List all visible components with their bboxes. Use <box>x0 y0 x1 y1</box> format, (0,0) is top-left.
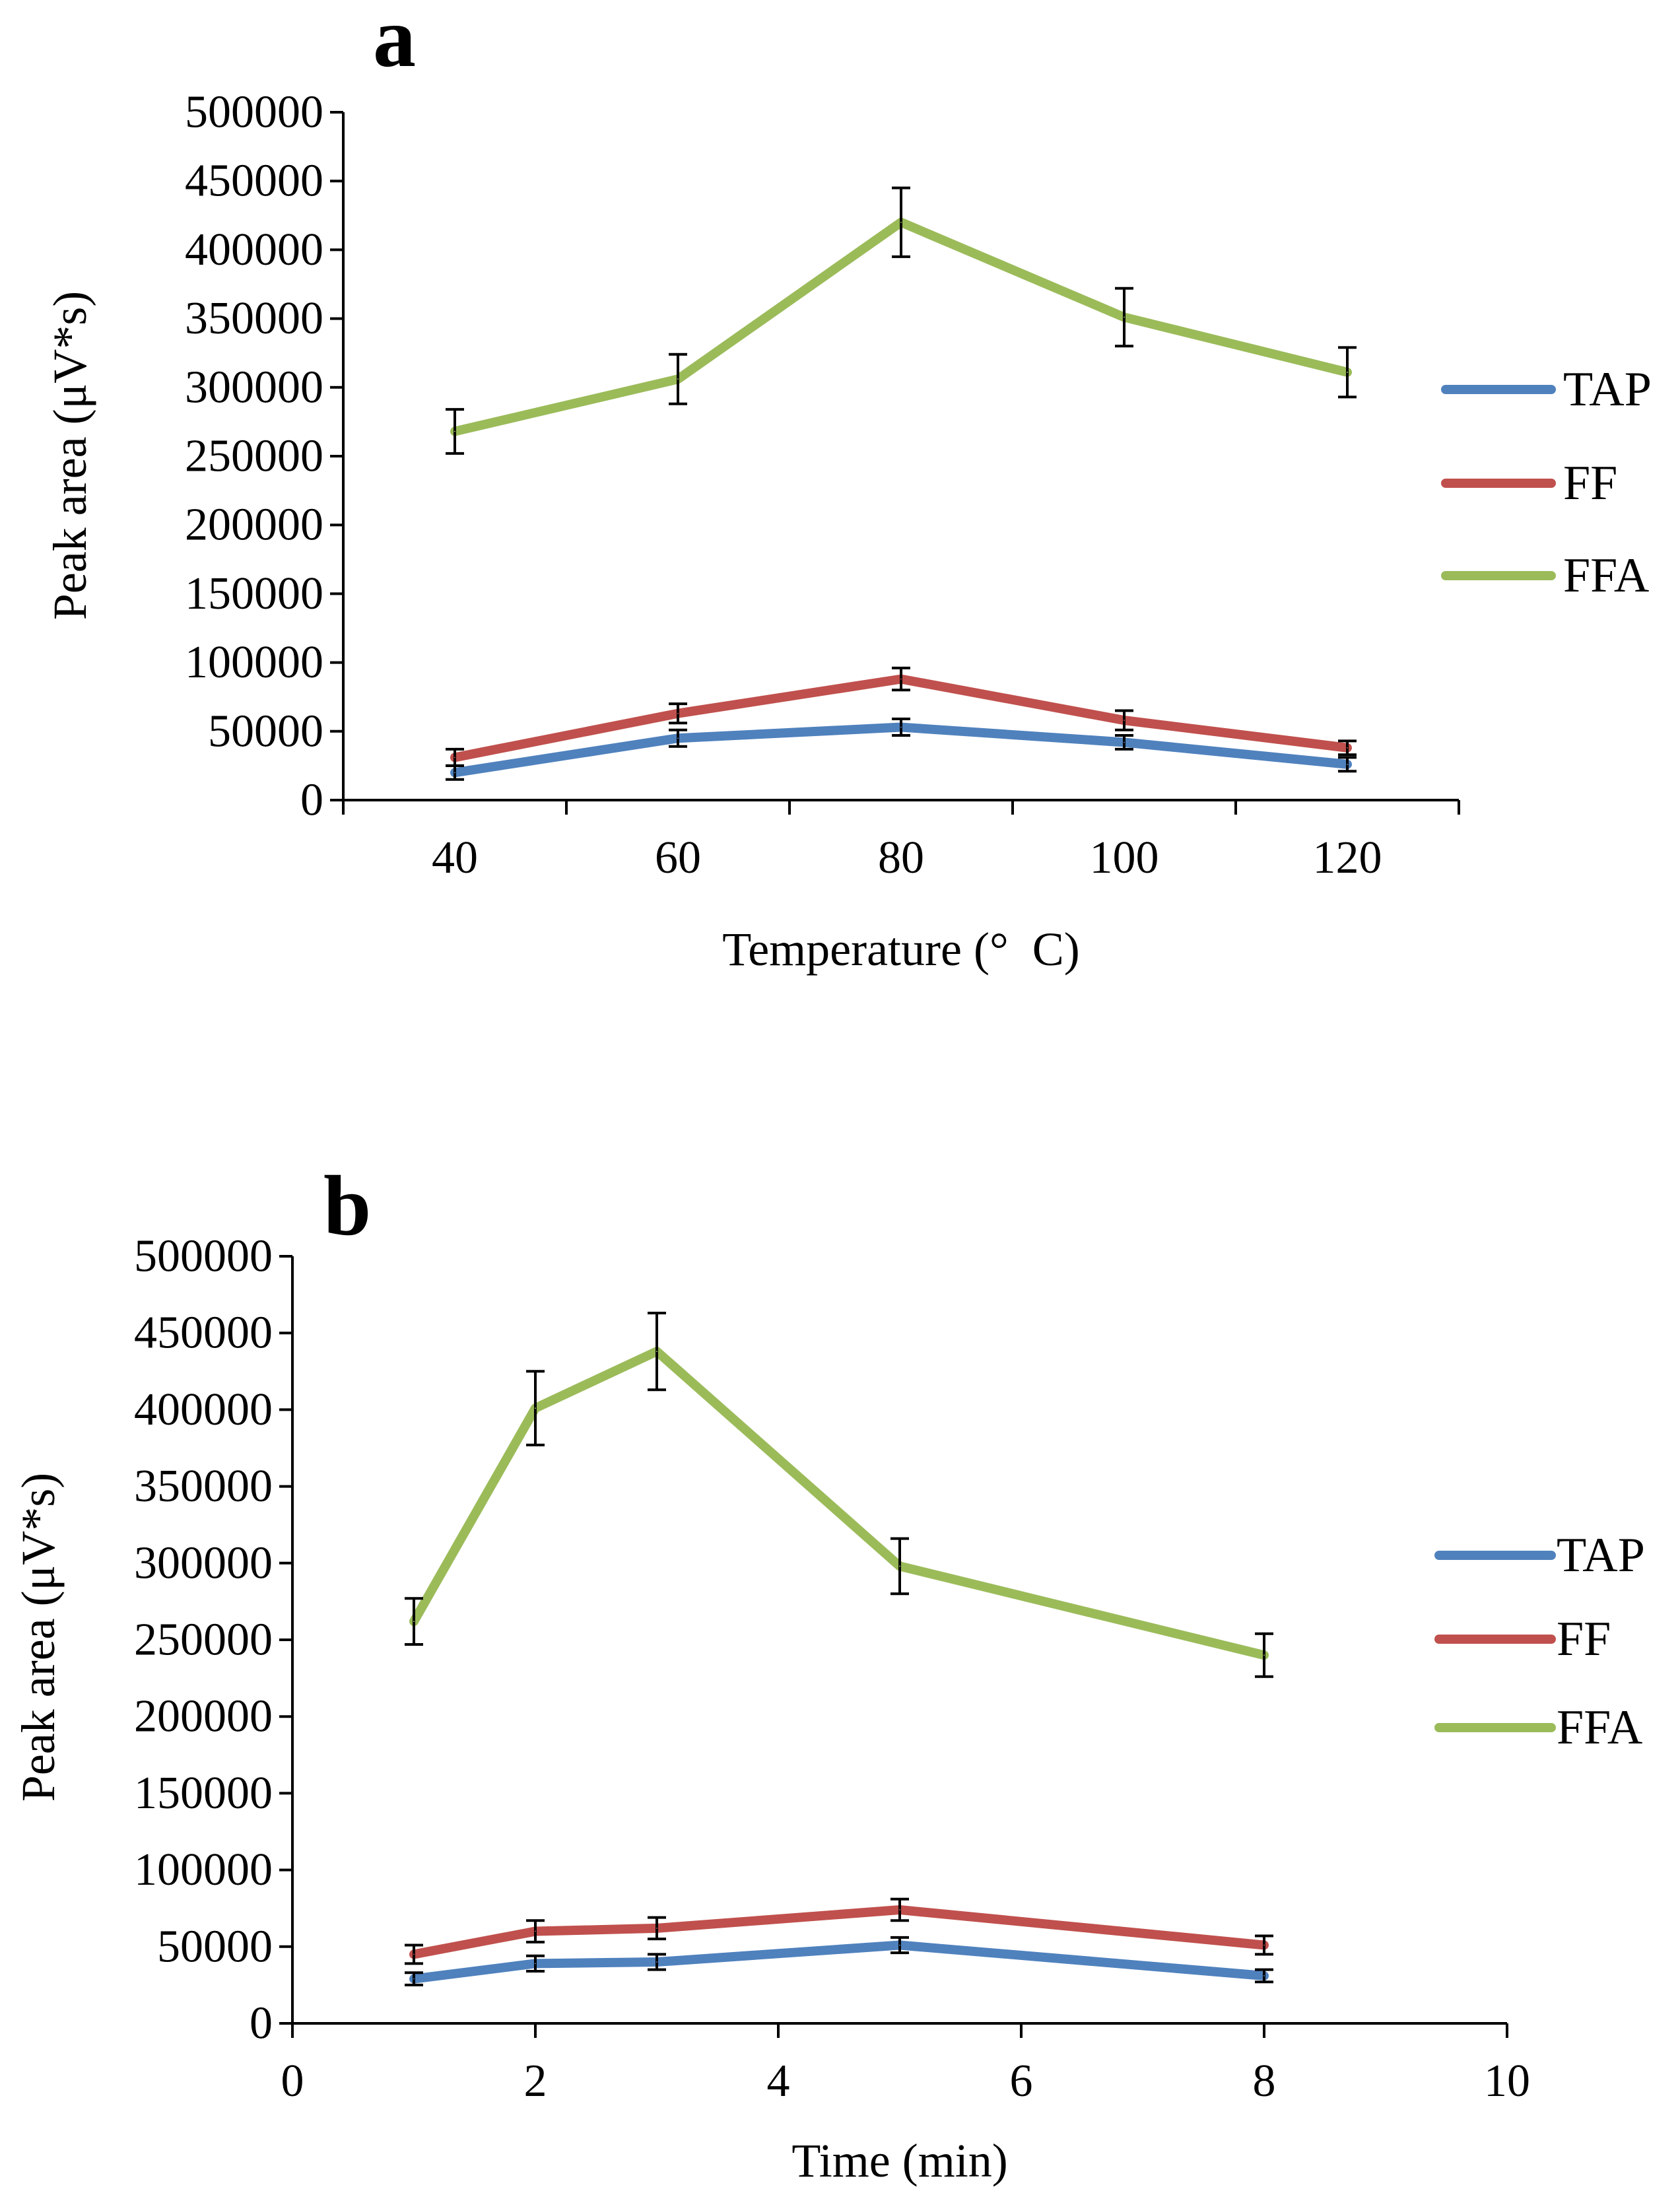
y-tick-label: 500000 <box>185 87 323 138</box>
data-point <box>535 1407 536 1409</box>
data-point <box>1347 747 1348 749</box>
y-tick-label: 400000 <box>185 224 323 275</box>
data-point <box>900 726 902 728</box>
data-point <box>413 1953 415 1955</box>
series-ffa <box>405 1311 1273 1678</box>
data-point <box>413 1621 415 1623</box>
y-tick-label: 350000 <box>185 293 323 344</box>
data-point <box>899 1909 900 1911</box>
x-tick-label: 0 <box>281 2056 304 2107</box>
data-point <box>535 1930 536 1932</box>
legend-label-tap: TAP <box>1557 1528 1645 1582</box>
y-axis-title: Peak area (μV*s) <box>44 291 96 620</box>
y-tick-label: 50000 <box>208 706 323 757</box>
data-point <box>1347 763 1348 765</box>
data-point <box>1124 316 1125 318</box>
legend-label-ffa: FFA <box>1557 1701 1642 1755</box>
series-ff <box>405 1897 1273 1965</box>
x-tick-label: 10 <box>1484 2056 1530 2107</box>
data-point <box>677 712 679 714</box>
y-tick-label: 100000 <box>134 1844 273 1895</box>
data-point <box>1124 741 1125 743</box>
data-point <box>1263 1944 1265 1946</box>
y-tick-label: 250000 <box>134 1615 273 1666</box>
data-point <box>413 1978 415 1980</box>
series-ff <box>446 666 1357 767</box>
y-tick-label: 0 <box>250 1998 273 2049</box>
panel-letter: a <box>373 0 416 85</box>
data-point <box>656 1961 657 1963</box>
y-tick-label: 450000 <box>134 1308 273 1359</box>
y-tick-label: 50000 <box>157 1921 273 1972</box>
series-ffa <box>446 186 1357 455</box>
series-tap <box>446 718 1357 781</box>
x-tick-label: 4 <box>767 2056 790 2107</box>
x-tick-label: 120 <box>1313 832 1382 883</box>
data-point <box>677 378 679 380</box>
y-tick-label: 150000 <box>185 568 323 619</box>
y-tick-label: 350000 <box>134 1461 273 1512</box>
y-tick-label: 400000 <box>134 1384 273 1435</box>
chart-panel-b: 0 50000 100000 150000 200000 250000 300000 3500… <box>12 1159 1645 2187</box>
data-point <box>454 772 455 774</box>
legend-label-ff: FF <box>1557 1612 1611 1666</box>
data-point <box>656 1927 657 1929</box>
data-point <box>1347 371 1348 373</box>
x-axis-title: Time (min) <box>791 2134 1007 2187</box>
x-tick-label: 2 <box>524 2056 547 2107</box>
data-point <box>899 1944 900 1946</box>
x-tick-label: 60 <box>655 832 701 883</box>
y-tick-label: 0 <box>300 775 323 826</box>
x-tick-label: 6 <box>1010 2056 1033 2107</box>
y-tick-label: 250000 <box>185 431 323 482</box>
data-point <box>454 757 455 759</box>
data-point <box>1263 1654 1265 1656</box>
data-point <box>1263 1975 1265 1976</box>
legend-label-tap: TAP <box>1563 362 1652 417</box>
data-point <box>900 678 902 680</box>
data-point <box>900 221 902 223</box>
data-point <box>535 1963 536 1965</box>
y-tick-label: 300000 <box>185 362 323 413</box>
data-point <box>1124 720 1125 722</box>
data-point <box>656 1351 657 1353</box>
y-tick-label: 200000 <box>185 500 323 551</box>
x-tick-label: 8 <box>1253 2056 1276 2107</box>
legend-label-ffa: FFA <box>1563 549 1649 603</box>
series-tap <box>405 1936 1273 1986</box>
y-tick-label: 100000 <box>185 637 323 688</box>
x-tick-label: 80 <box>878 832 924 883</box>
data-point <box>454 430 455 432</box>
chart-panel-a: 0 50000 100000 150000 200000 250000 300000 3500… <box>44 0 1652 976</box>
data-point <box>677 737 679 739</box>
x-axis-title: Temperature (° C) <box>722 923 1080 976</box>
legend-label-ff: FF <box>1563 456 1617 510</box>
y-tick-label: 200000 <box>134 1691 273 1742</box>
y-axis-title: Peak area (μV*s) <box>12 1473 65 1802</box>
panel-letter: b <box>323 1159 371 1254</box>
x-tick-label: 40 <box>432 832 478 883</box>
x-tick-label: 100 <box>1090 832 1159 883</box>
y-tick-label: 500000 <box>134 1231 273 1282</box>
y-tick-label: 150000 <box>134 1768 273 1819</box>
y-tick-label: 450000 <box>185 156 323 207</box>
y-tick-label: 300000 <box>134 1537 273 1588</box>
data-point <box>899 1565 900 1567</box>
